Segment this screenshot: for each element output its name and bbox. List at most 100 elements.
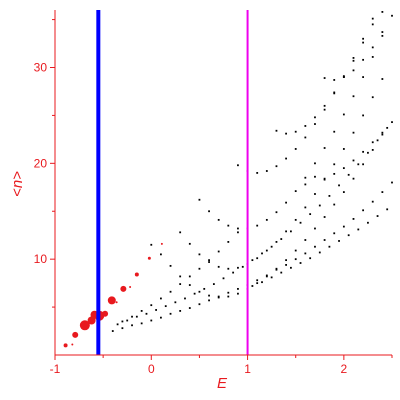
black-point	[381, 133, 384, 136]
red-point	[72, 331, 79, 338]
black-point	[314, 116, 316, 119]
black-point	[131, 324, 133, 327]
black-point	[280, 238, 283, 240]
black-point	[222, 277, 225, 280]
black-point	[304, 125, 307, 127]
vertical-lines	[96, 10, 249, 355]
black-point	[381, 131, 384, 134]
black-point	[164, 305, 167, 308]
black-point	[145, 312, 148, 315]
black-point	[121, 327, 124, 330]
black-point	[391, 14, 393, 17]
x-tick-label: 1	[244, 362, 251, 376]
black-point	[155, 309, 157, 311]
black-point	[386, 126, 389, 129]
red-point	[107, 296, 116, 305]
black-point	[371, 23, 374, 26]
black-point	[381, 78, 384, 80]
red-point	[147, 256, 151, 260]
black-point	[294, 130, 297, 133]
black-point	[275, 211, 278, 214]
black-point	[270, 276, 273, 279]
black-point	[342, 148, 345, 150]
black-point	[381, 31, 384, 33]
black-point	[323, 77, 326, 79]
black-point	[314, 193, 316, 195]
black-point	[160, 253, 162, 256]
red-point	[129, 285, 132, 288]
black-point	[371, 96, 374, 99]
black-point	[367, 151, 369, 154]
black-point	[193, 292, 196, 295]
black-point	[150, 243, 153, 246]
black-point	[294, 190, 297, 193]
black-point	[328, 245, 331, 248]
black-point	[208, 210, 210, 213]
red-point	[102, 310, 109, 317]
black-point	[275, 267, 278, 270]
black-series	[111, 11, 393, 332]
black-point	[208, 259, 210, 262]
black-point	[333, 203, 336, 206]
black-point	[371, 17, 374, 20]
black-point	[169, 312, 172, 315]
black-point	[309, 213, 312, 216]
black-point	[371, 149, 374, 151]
black-point	[217, 218, 220, 221]
black-point	[376, 139, 379, 142]
black-point	[227, 291, 230, 294]
black-point	[265, 249, 268, 252]
black-point	[362, 209, 365, 212]
black-point	[323, 239, 326, 241]
axes: -1 0 1 2 10 20 30	[34, 10, 393, 376]
black-point	[323, 104, 326, 107]
black-point	[217, 250, 220, 253]
black-point	[328, 195, 331, 197]
black-point	[371, 56, 374, 58]
black-point	[203, 287, 206, 290]
black-point	[261, 252, 263, 255]
black-point	[169, 290, 172, 293]
black-point	[333, 172, 336, 175]
black-point	[294, 148, 297, 150]
black-point	[323, 177, 326, 180]
black-point	[362, 114, 365, 117]
black-point	[275, 241, 278, 243]
black-point	[304, 206, 307, 209]
black-point	[179, 231, 182, 234]
black-point	[111, 330, 114, 332]
black-point	[352, 177, 355, 180]
black-point	[362, 163, 365, 166]
black-point	[174, 301, 177, 304]
black-point	[184, 297, 186, 300]
black-point	[237, 287, 239, 290]
black-point	[232, 271, 235, 274]
black-point	[188, 307, 191, 309]
black-point	[352, 218, 355, 220]
black-point	[237, 292, 239, 295]
black-point	[256, 279, 259, 282]
black-point	[290, 266, 292, 269]
black-point	[237, 231, 239, 234]
black-point	[285, 201, 287, 204]
red-point	[120, 285, 127, 292]
black-point	[212, 283, 215, 285]
black-point	[217, 265, 220, 268]
black-point	[179, 275, 182, 278]
black-point	[381, 191, 384, 193]
black-point	[275, 165, 278, 168]
black-point	[323, 216, 326, 218]
black-point	[140, 322, 143, 325]
black-point	[362, 76, 365, 78]
black-point	[160, 316, 162, 319]
black-point	[347, 173, 350, 176]
black-point	[116, 323, 119, 326]
black-point	[188, 275, 191, 278]
black-point	[381, 11, 384, 13]
black-point	[208, 294, 210, 297]
x-axis-title: E	[217, 375, 228, 392]
black-point	[237, 164, 239, 167]
black-point	[294, 218, 297, 221]
black-point	[237, 227, 239, 230]
